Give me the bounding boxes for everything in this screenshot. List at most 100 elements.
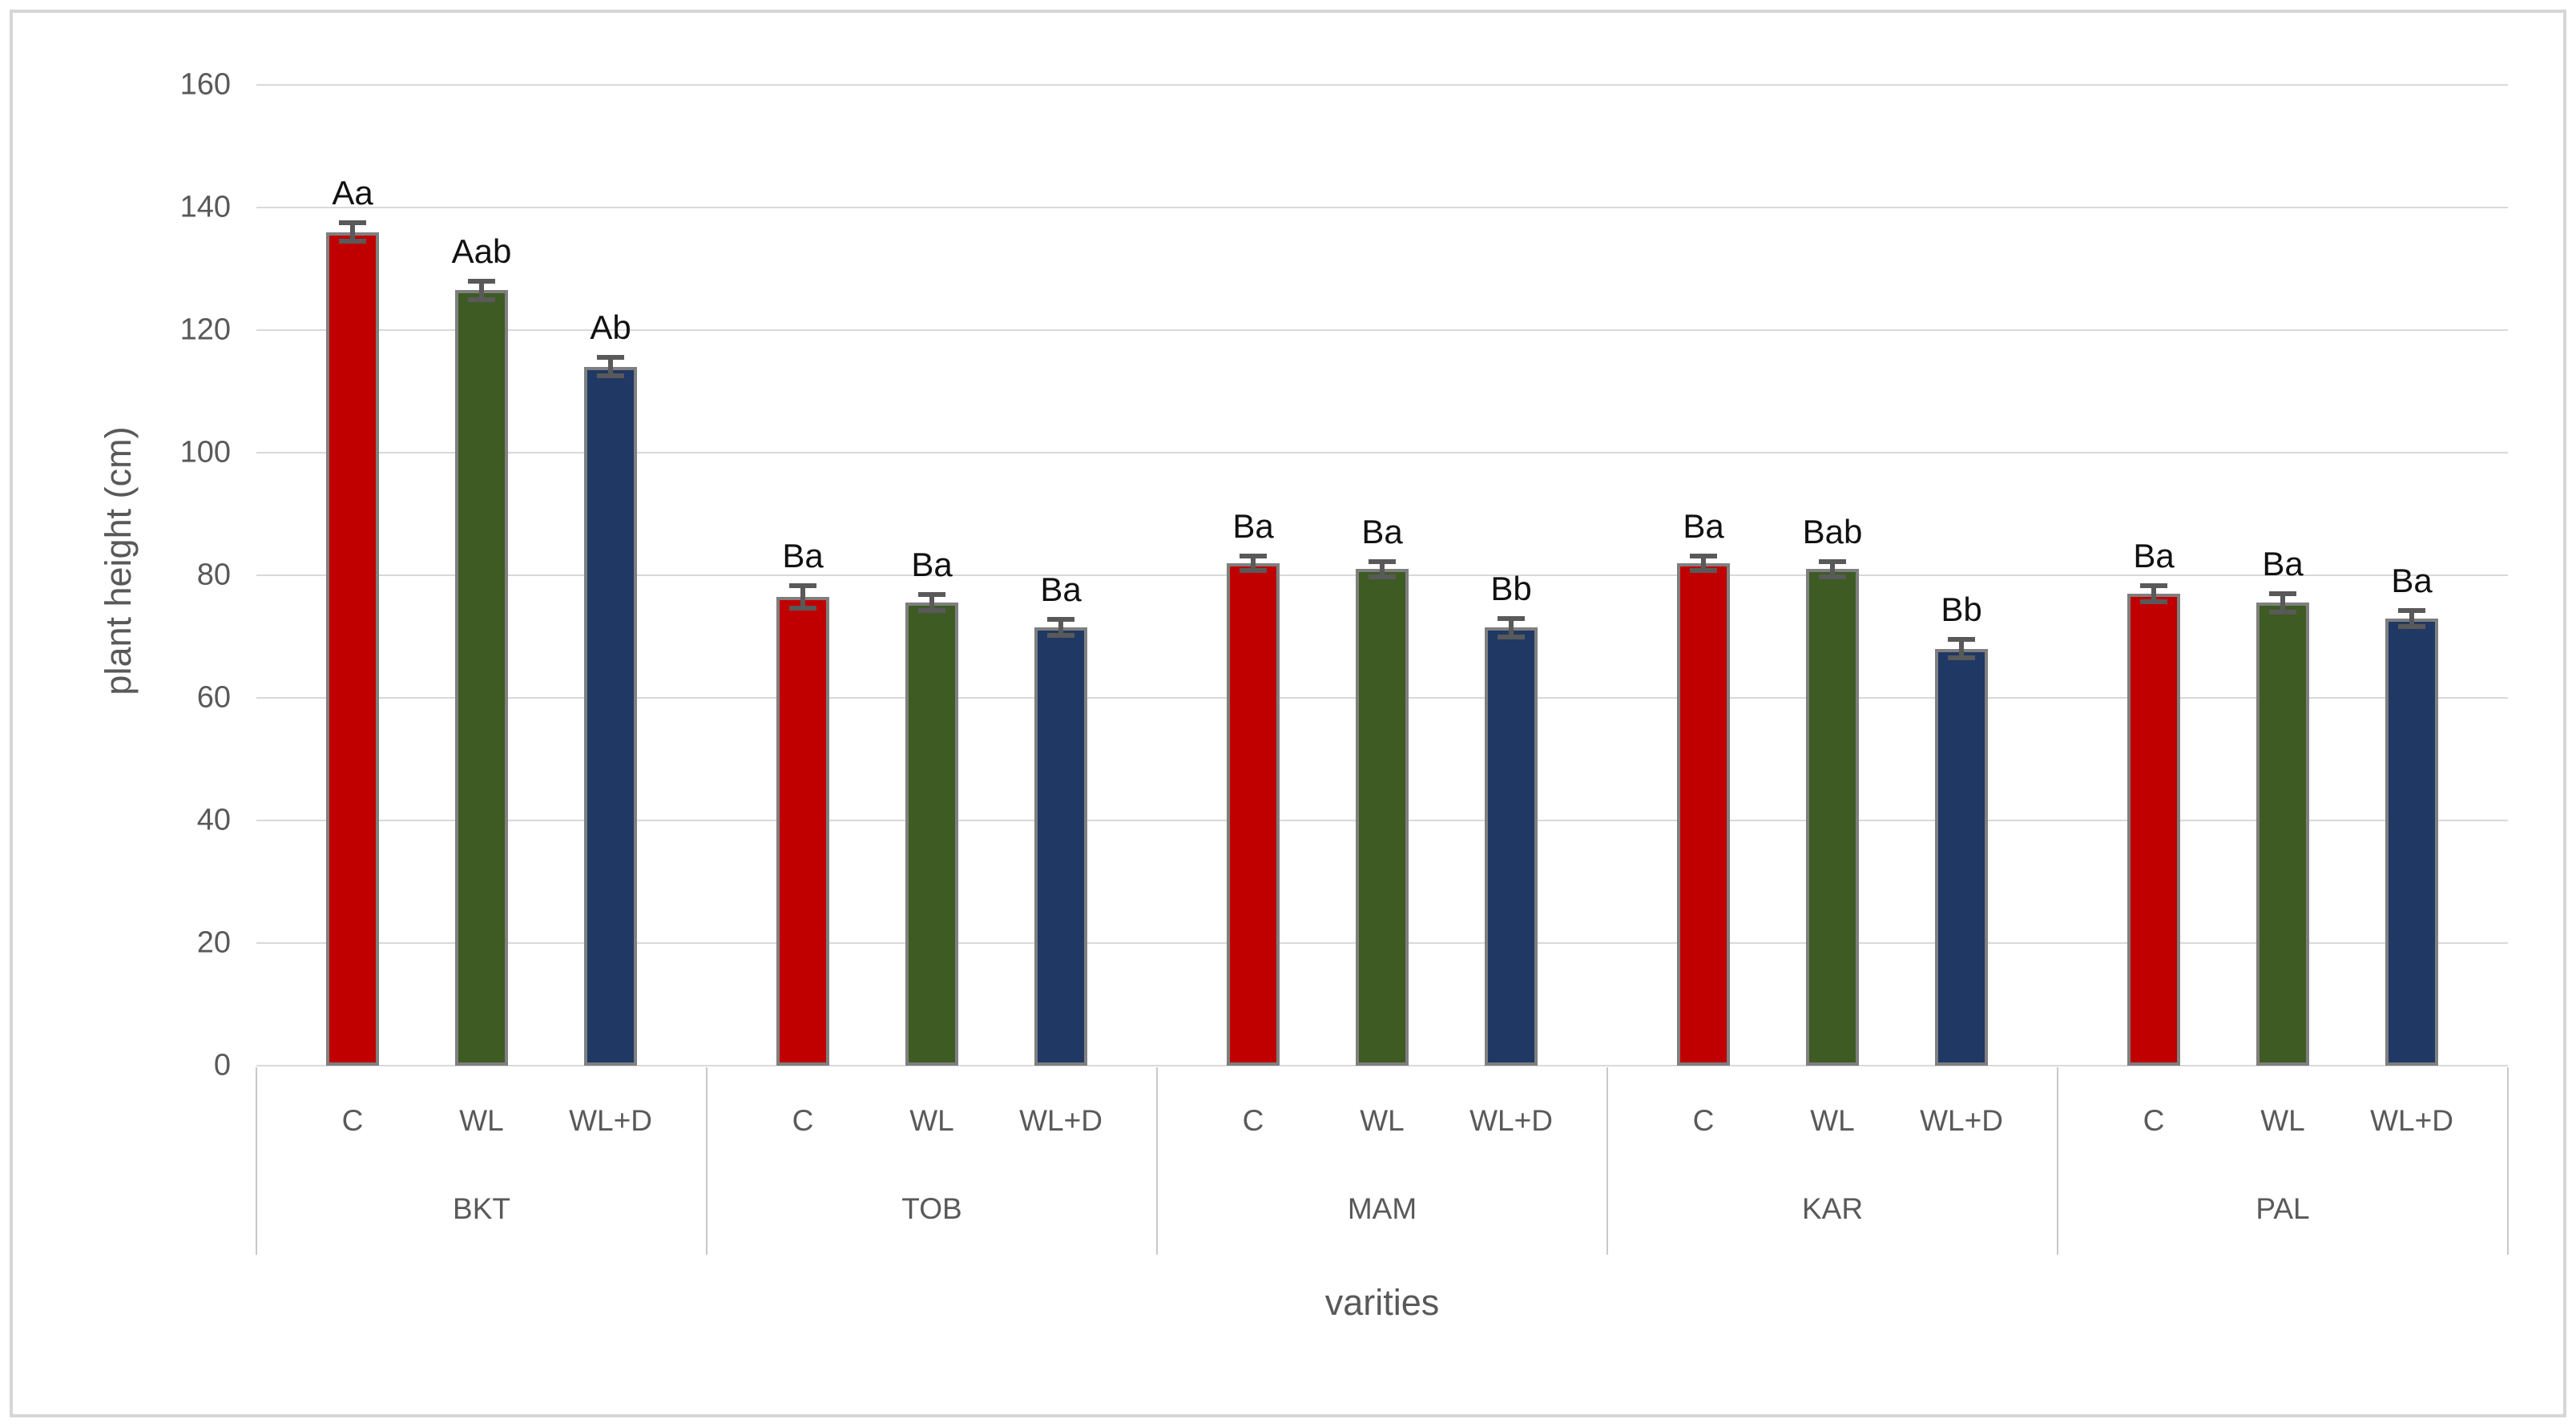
treatment-label-KAR-C: C	[1692, 1104, 1715, 1137]
group-divider	[1156, 1067, 1158, 1255]
significance-label: Bab	[1802, 513, 1863, 551]
error-bar-cap-bottom	[597, 373, 624, 379]
error-bar-cap-top	[2398, 607, 2425, 613]
gridline-120	[256, 329, 2508, 331]
error-bar-cap-bottom	[2269, 609, 2296, 615]
y-tick-label-60: 60	[196, 680, 231, 715]
significance-label: Ba	[2133, 537, 2175, 575]
y-tick-label-120: 120	[179, 312, 231, 347]
error-bar-stem	[608, 357, 613, 377]
treatment-label-KAR-WL+D: WL+D	[1920, 1104, 2003, 1137]
error-bar-stem	[1058, 619, 1063, 635]
gridline-160	[256, 84, 2508, 86]
error-bar-cap-top	[597, 355, 624, 361]
significance-label: Ba	[1040, 570, 1082, 609]
group-divider	[1606, 1067, 1608, 1255]
error-bar-cap-top	[339, 220, 366, 226]
error-bar-cap-top	[468, 278, 495, 284]
error-bar-cap-top	[1240, 553, 1267, 558]
error-bar-cap-top	[789, 583, 816, 589]
error-bar-cap-top	[1819, 559, 1846, 565]
y-tick-label-40: 40	[196, 803, 231, 837]
error-bar-stem	[2280, 593, 2285, 612]
error-bar-cap-top	[1690, 553, 1717, 558]
error-bar-stem	[1380, 562, 1385, 577]
bar-KAR-WL	[1806, 569, 1859, 1066]
bar-BKT-C	[326, 232, 379, 1066]
y-tick-label-160: 160	[179, 67, 231, 102]
error-bar-cap-bottom	[918, 608, 945, 614]
group-divider	[2507, 1067, 2509, 1255]
treatment-label-MAM-WL+D: WL+D	[1469, 1104, 1553, 1137]
y-tick-label-80: 80	[196, 558, 231, 592]
treatment-label-TOB-C: C	[792, 1104, 814, 1137]
bar-TOB-WL+D	[1034, 627, 1087, 1066]
variety-label-BKT: BKT	[453, 1192, 510, 1225]
error-bar-stem	[1959, 639, 1964, 659]
bar-PAL-WL+D	[2385, 618, 2438, 1066]
significance-label: Bb	[1941, 591, 1982, 629]
bar-TOB-C	[776, 596, 829, 1066]
y-tick-label-140: 140	[179, 190, 231, 224]
significance-label: Ab	[590, 308, 631, 347]
error-bar-cap-bottom	[1948, 655, 1975, 661]
error-bar-cap-bottom	[468, 296, 495, 302]
error-bar-cap-bottom	[339, 239, 366, 244]
error-bar-cap-top	[2140, 583, 2167, 589]
error-bar-cap-bottom	[2398, 623, 2425, 629]
significance-label: Ba	[2262, 544, 2304, 582]
error-bar-stem	[479, 280, 484, 300]
treatment-label-TOB-WL: WL	[909, 1104, 954, 1137]
bar-TOB-WL	[905, 603, 958, 1066]
error-bar-stem	[1509, 618, 1514, 637]
treatment-label-KAR-WL: WL	[1810, 1104, 1855, 1137]
treatment-label-MAM-C: C	[1242, 1104, 1264, 1137]
treatment-label-PAL-C: C	[2143, 1104, 2165, 1137]
significance-label: Ba	[1683, 506, 1724, 545]
group-divider	[256, 1067, 257, 1255]
significance-label: Ba	[911, 546, 953, 584]
treatment-label-BKT-WL: WL	[459, 1104, 504, 1137]
variety-label-KAR: KAR	[1801, 1192, 1864, 1225]
treatment-label-MAM-WL: WL	[1360, 1104, 1405, 1137]
error-bar-stem	[1701, 555, 1706, 570]
significance-label: Ba	[2391, 561, 2433, 599]
significance-label: Aab	[451, 232, 512, 270]
gridline-0	[256, 1065, 2508, 1066]
plot-area: Aa Aab Ab Ba Ba Ba Ba Ba Bb Ba Bab Bb Ba Ba Ba	[256, 84, 2508, 1066]
error-bar-stem	[2151, 586, 2156, 602]
error-bar-stem	[1251, 555, 1256, 570]
y-tick-label-0: 0	[213, 1048, 231, 1082]
y-tick-label-100: 100	[179, 435, 231, 470]
gridline-140	[256, 207, 2508, 208]
error-bar-cap-top	[1948, 637, 1975, 643]
error-bar-stem	[2409, 610, 2414, 627]
bar-BKT-WL	[455, 290, 508, 1066]
error-bar-cap-top	[2269, 591, 2296, 596]
significance-label: Ba	[782, 537, 824, 575]
significance-label: Ba	[1361, 513, 1403, 551]
error-bar-stem	[1830, 562, 1835, 577]
error-bar-cap-bottom	[1690, 567, 1717, 573]
error-bar-cap-top	[918, 592, 945, 598]
error-bar-cap-bottom	[1819, 574, 1846, 579]
significance-label: Ba	[1232, 506, 1274, 545]
y-axis-title: plant height (cm)	[98, 426, 139, 695]
error-bar-cap-top	[1498, 615, 1525, 621]
error-bar-cap-top	[1047, 617, 1074, 623]
treatment-label-BKT-WL+D: WL+D	[569, 1104, 652, 1137]
bar-PAL-WL	[2256, 603, 2309, 1066]
significance-label: Aa	[332, 174, 373, 212]
bar-KAR-C	[1677, 562, 1730, 1066]
treatment-label-PAL-WL: WL	[2260, 1104, 2305, 1137]
y-tick-label-20: 20	[196, 925, 231, 960]
error-bar-stem	[800, 586, 805, 608]
error-bar-cap-bottom	[1498, 634, 1525, 639]
bar-MAM-WL	[1356, 569, 1409, 1066]
error-bar-stem	[350, 223, 355, 242]
bar-BKT-WL+D	[584, 366, 637, 1066]
variety-label-MAM: MAM	[1347, 1192, 1417, 1225]
bar-KAR-WL+D	[1935, 648, 1988, 1066]
variety-label-TOB: TOB	[901, 1192, 962, 1225]
bar-MAM-WL+D	[1485, 627, 1538, 1066]
